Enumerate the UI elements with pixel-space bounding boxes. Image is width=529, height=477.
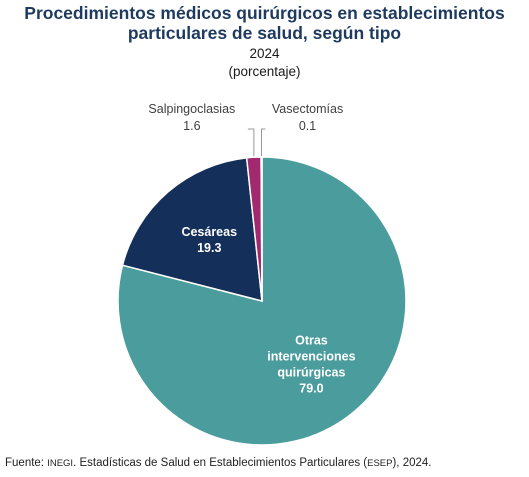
chart-year: 2024 xyxy=(249,46,280,61)
slice-label-salpingoclasias: Salpingoclasias 1.6 xyxy=(148,102,235,133)
chart-title-line-2: particulares de salud, según tipo xyxy=(127,23,402,43)
chart-title-line-1: Procedimientos médicos quirúrgicos en es… xyxy=(24,3,505,23)
leader-lines xyxy=(247,128,266,157)
slice-label-vasectomias: Vasectomías 0.1 xyxy=(272,102,343,133)
source-org: INEGI xyxy=(47,458,74,469)
pie-slice-vasectomias xyxy=(260,156,263,302)
pie-slices xyxy=(117,156,407,446)
pie-slice-cesareas xyxy=(121,156,263,302)
slice-label-cesareas: Cesáreas 19.3 xyxy=(181,225,237,255)
source-prefix: Fuente: xyxy=(5,457,44,469)
leader-line-salpingoclasias xyxy=(247,128,255,157)
source-text: . Estadísticas de Salud en Establecimien… xyxy=(73,457,368,469)
source-note: Fuente: INEGI. Estadísticas de Salud en … xyxy=(5,456,431,471)
source-abbr: ESEP xyxy=(367,458,393,469)
chart-title: Procedimientos médicos quirúrgicos en es… xyxy=(0,3,529,43)
leader-line-vasectomias xyxy=(261,128,266,156)
source-suffix: ), 2024. xyxy=(392,457,432,469)
chart-unit: (porcentaje) xyxy=(228,64,301,79)
slice-labels: Otras intervenciones quirúrgicas 79.0 Cesáre… xyxy=(148,102,355,396)
slice-label-otras-intervenciones-quirurgicas: Otras intervenciones quirúrgicas 79.0 xyxy=(267,334,355,396)
